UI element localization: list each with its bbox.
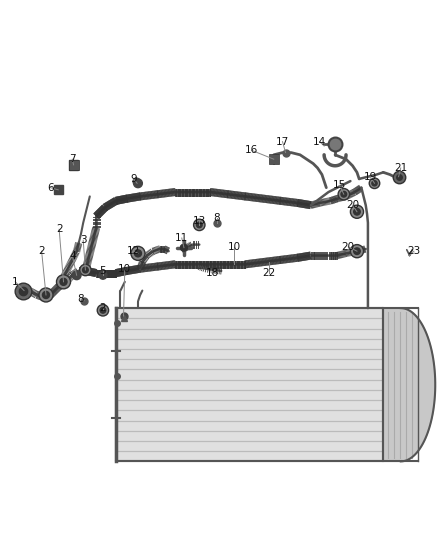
Circle shape	[353, 248, 360, 254]
Text: 21: 21	[394, 163, 407, 173]
Circle shape	[372, 181, 377, 186]
Circle shape	[82, 267, 88, 273]
Circle shape	[42, 292, 49, 298]
Circle shape	[196, 222, 202, 228]
Text: 3: 3	[80, 235, 87, 245]
Circle shape	[194, 219, 205, 231]
Circle shape	[134, 250, 141, 257]
Circle shape	[353, 208, 360, 215]
Circle shape	[131, 246, 145, 260]
Circle shape	[350, 205, 364, 219]
Circle shape	[341, 191, 347, 197]
Circle shape	[97, 304, 109, 316]
Circle shape	[60, 278, 67, 285]
Circle shape	[72, 271, 81, 280]
Text: 17: 17	[276, 136, 289, 147]
Circle shape	[369, 178, 380, 189]
Circle shape	[99, 271, 107, 279]
Text: 9: 9	[130, 174, 137, 184]
Text: 13: 13	[193, 215, 206, 225]
Bar	[69, 160, 78, 169]
Text: 4: 4	[69, 251, 76, 261]
Circle shape	[80, 264, 91, 276]
Text: 15: 15	[333, 181, 346, 190]
Circle shape	[180, 244, 187, 251]
Text: 20: 20	[346, 200, 359, 210]
Text: 20: 20	[342, 242, 355, 252]
Text: 10: 10	[228, 242, 241, 252]
Text: 8: 8	[213, 213, 220, 223]
Text: 23: 23	[407, 246, 420, 256]
Circle shape	[134, 179, 142, 188]
Text: 16: 16	[245, 146, 258, 156]
Text: 2: 2	[38, 246, 45, 256]
Circle shape	[57, 275, 71, 289]
Circle shape	[350, 245, 364, 258]
Circle shape	[100, 308, 106, 313]
Polygon shape	[383, 308, 435, 462]
Text: 7: 7	[69, 154, 76, 164]
Text: 18: 18	[206, 268, 219, 278]
Text: 19: 19	[364, 172, 377, 182]
Text: 2: 2	[56, 224, 63, 235]
Text: 5: 5	[99, 266, 106, 276]
Text: 14: 14	[313, 136, 326, 147]
Text: 8: 8	[78, 294, 85, 304]
Text: 1: 1	[12, 277, 19, 287]
Text: 6: 6	[47, 183, 54, 192]
Text: 22: 22	[263, 268, 276, 278]
Bar	[116, 308, 383, 462]
Circle shape	[39, 288, 53, 302]
Text: 12: 12	[127, 246, 140, 256]
Text: 11: 11	[175, 233, 188, 243]
Text: 2: 2	[99, 303, 106, 313]
Text: 10: 10	[118, 264, 131, 273]
Bar	[54, 185, 63, 194]
Circle shape	[338, 189, 350, 200]
